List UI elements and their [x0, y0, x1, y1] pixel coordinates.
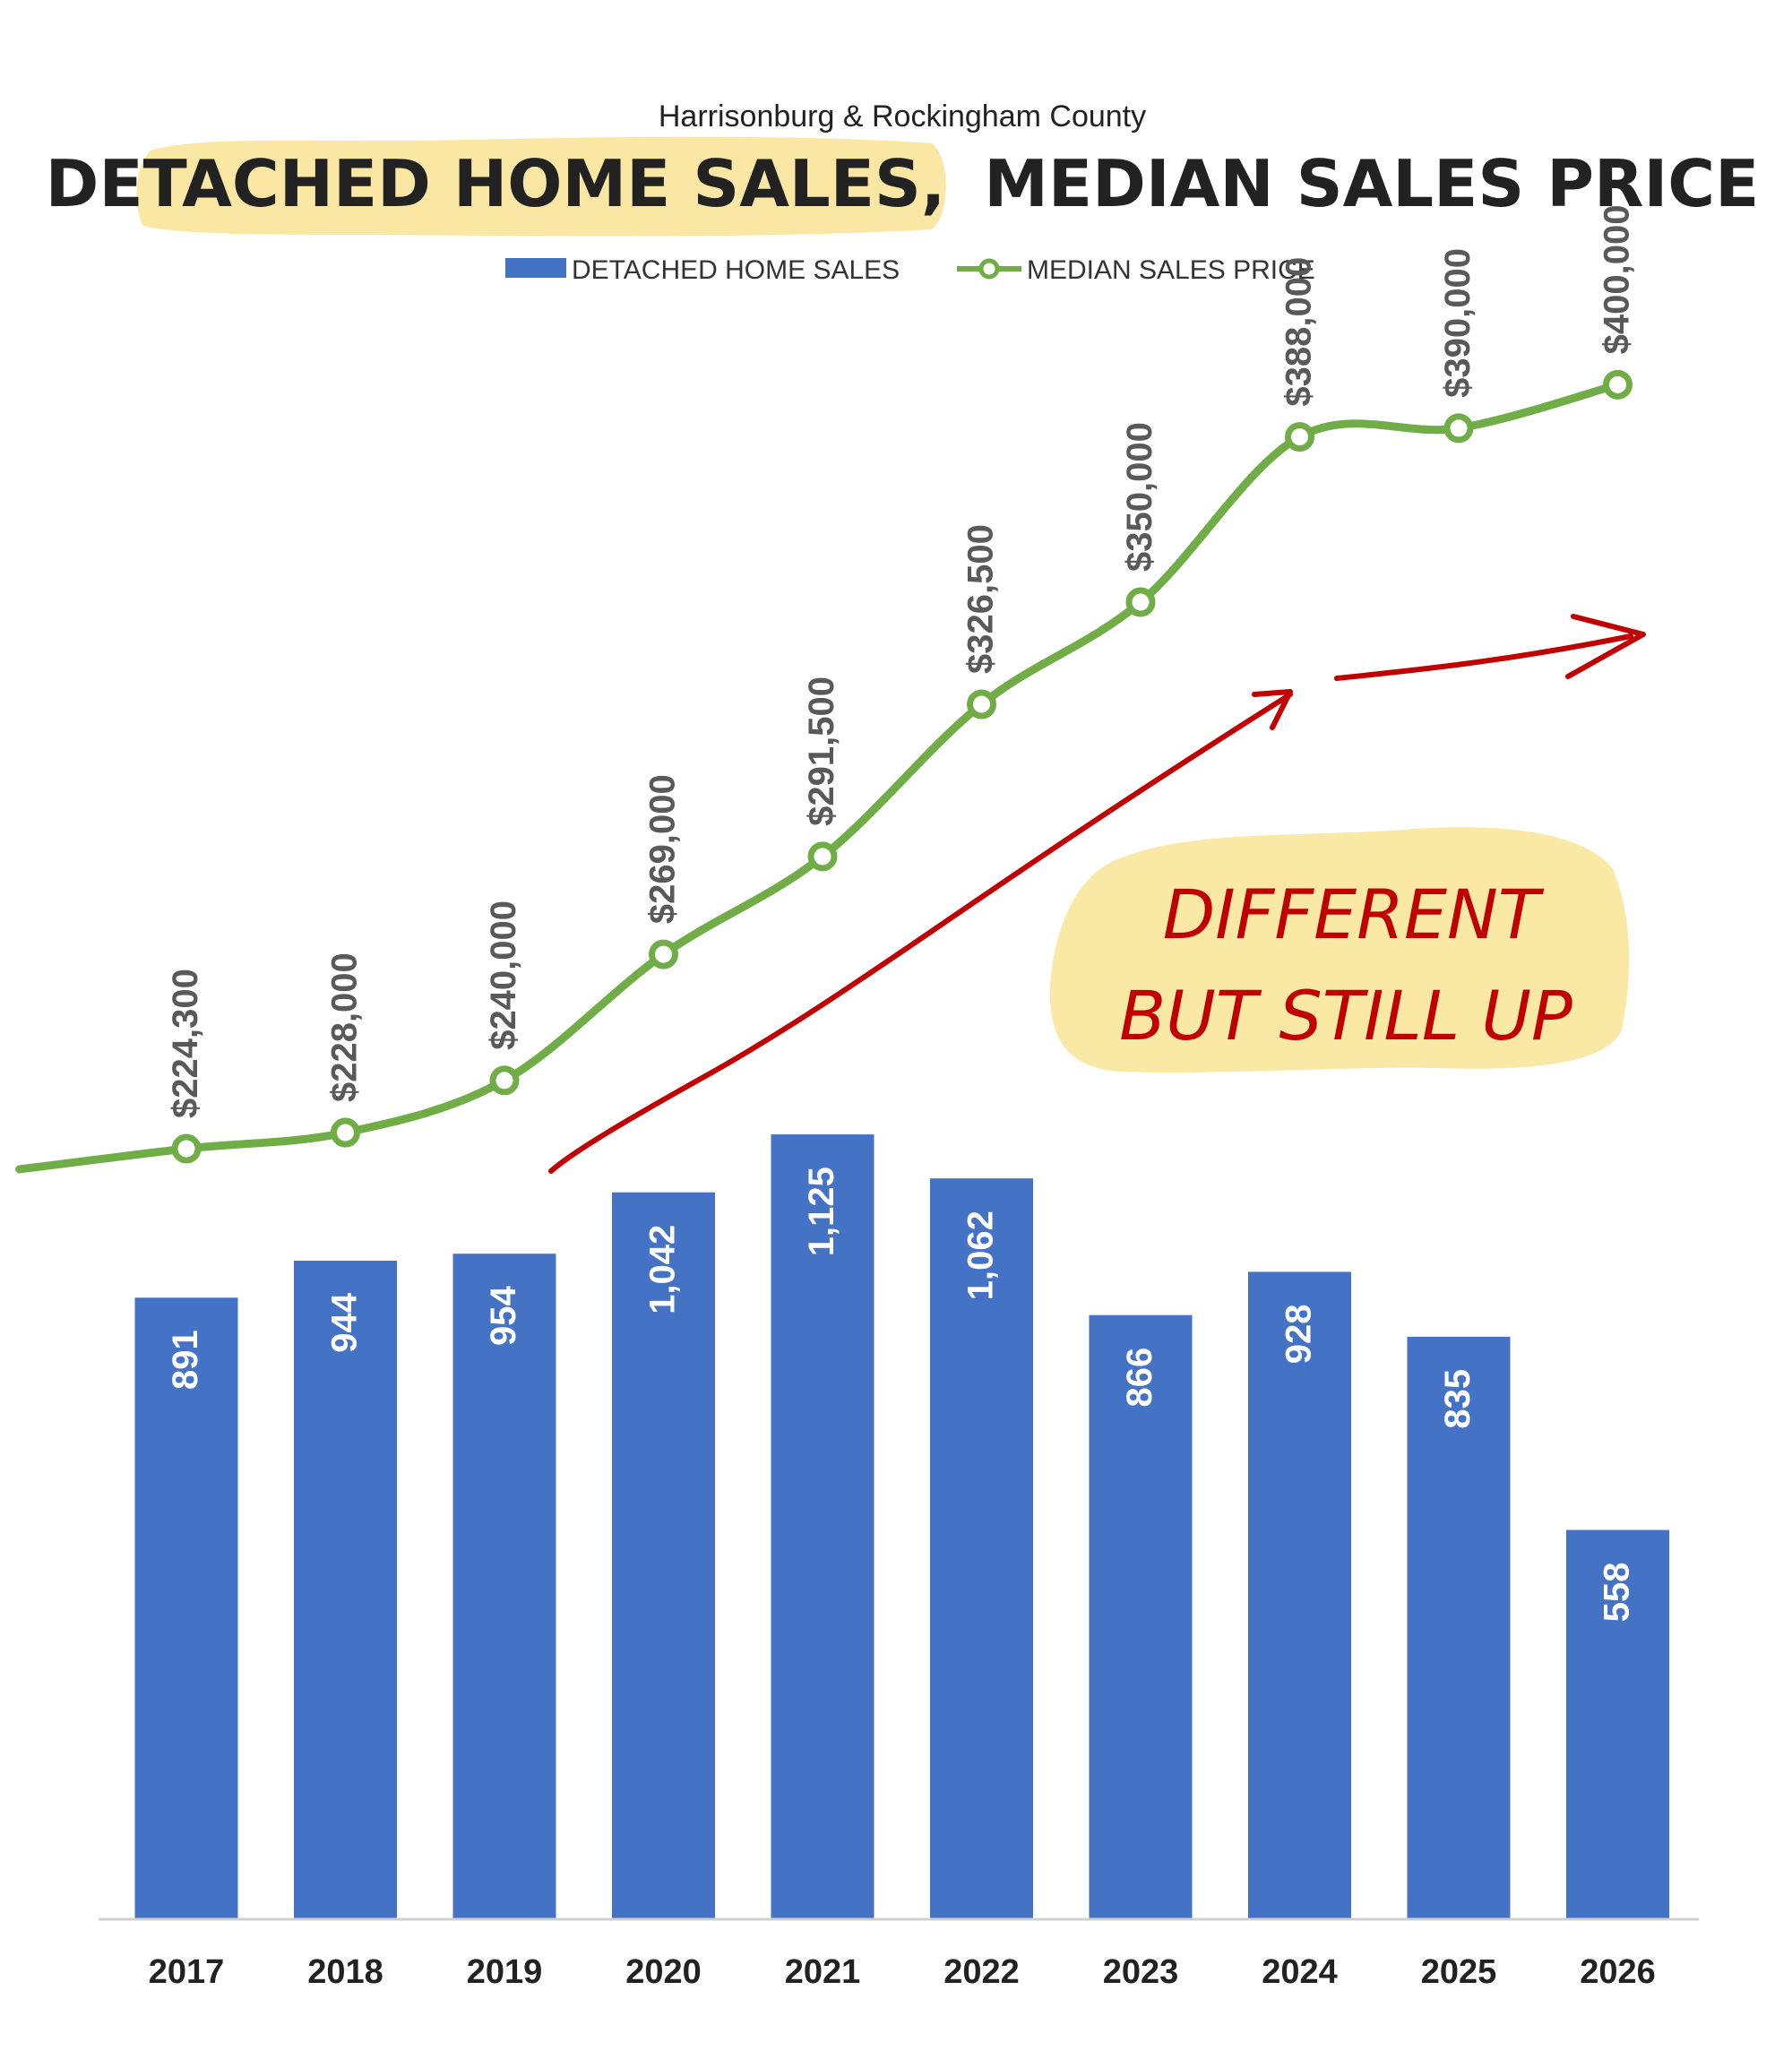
bar-2022	[930, 1178, 1033, 1919]
bar-2021	[771, 1134, 874, 1919]
price-marker-2021	[807, 841, 838, 872]
legend-label-line: MEDIAN SALES PRICE	[1027, 255, 1315, 285]
bar-label-2020: 1,042	[643, 1225, 683, 1314]
trend-arrow-shaft	[548, 692, 1293, 1174]
bar-label-2023: 866	[1120, 1348, 1159, 1408]
trend-arrow-head-2	[1565, 614, 1646, 679]
x-tick-labels: 2017 2018 2019 2020 2021 2022 2023 2024 2025 2026	[149, 1953, 1656, 1991]
price-label-2026: $400,000	[1598, 204, 1637, 354]
price-label-2024: $388,000	[1279, 257, 1319, 407]
annotation-line-2: BUT STILL UP	[1119, 976, 1572, 1056]
x-tick-2020: 2020	[625, 1953, 702, 1991]
price-marker-2022	[967, 689, 996, 719]
bar-label-2018: 944	[325, 1292, 365, 1352]
price-label-2023: $350,000	[1120, 422, 1159, 572]
bar-label-2017: 891	[166, 1330, 205, 1390]
price-marker-2023	[1125, 587, 1156, 617]
price-marker-2018	[331, 1117, 360, 1148]
price-marker-2024	[1285, 422, 1314, 452]
bar-2020	[612, 1192, 715, 1919]
price-label-2021: $291,500	[802, 676, 841, 826]
trend-arrow-head-1	[1252, 689, 1293, 730]
annotation-line-1: DIFFERENT	[1163, 875, 1545, 954]
price-label-2017: $224,300	[166, 969, 205, 1118]
x-tick-2022: 2022	[943, 1953, 1020, 1991]
chart-title: DETACHED HOME SALES, MEDIAN SALES PRICE	[46, 146, 1760, 221]
bar-2017	[134, 1297, 238, 1919]
price-marker-2026	[1603, 369, 1633, 400]
x-tick-2018: 2018	[307, 1953, 383, 1991]
x-tick-2021: 2021	[785, 1953, 861, 1991]
x-tick-2017: 2017	[149, 1953, 225, 1991]
price-marker-2017	[171, 1133, 202, 1164]
annotation-highlight	[1049, 827, 1630, 1073]
x-tick-2019: 2019	[467, 1953, 543, 1991]
price-marker-2020	[649, 939, 678, 969]
price-label-2022: $326,500	[961, 524, 1001, 674]
price-label-2019: $240,000	[484, 900, 523, 1050]
x-tick-2026: 2026	[1580, 1953, 1656, 1991]
bar-label-2022: 1,062	[961, 1211, 1001, 1300]
bar-label-2025: 835	[1438, 1369, 1478, 1429]
bar-label-2026: 558	[1598, 1563, 1637, 1623]
trend-arrow	[548, 614, 1646, 1174]
x-tick-2023: 2023	[1103, 1953, 1179, 1991]
bar-label-2021: 1,125	[802, 1167, 841, 1256]
bar-label-2024: 928	[1279, 1304, 1319, 1364]
legend-swatch-bars	[505, 258, 566, 278]
title-highlight	[136, 136, 946, 237]
price-markers-group	[171, 369, 1633, 1164]
price-labels-group: $224,300 $228,000 $240,000 $269,000 $291,500…	[166, 204, 1637, 1118]
bar-2026	[1566, 1529, 1669, 1919]
bar-2023	[1089, 1314, 1193, 1919]
x-tick-2024: 2024	[1262, 1953, 1338, 1991]
bars-group	[134, 1134, 1669, 1919]
legend-label-bars: DETACHED HOME SALES	[572, 255, 900, 285]
price-marker-2025	[1443, 413, 1474, 444]
price-label-2025: $390,000	[1438, 248, 1478, 398]
legend: DETACHED HOME SALES MEDIAN SALES PRICE	[505, 255, 1315, 285]
bar-2024	[1248, 1271, 1351, 1919]
bar-labels-group: 891 944 954 1,042 1,125 1,062 866 928 835 558	[166, 1167, 1637, 1622]
bar-2018	[294, 1261, 397, 1919]
price-marker-2019	[489, 1065, 520, 1096]
bar-label-2019: 954	[484, 1285, 523, 1345]
price-label-2020: $269,000	[643, 774, 683, 924]
legend-swatch-marker	[978, 258, 1000, 280]
x-tick-2025: 2025	[1421, 1953, 1497, 1991]
chart-title-part2: MEDIAN SALES PRICE	[984, 146, 1759, 221]
trend-arrow-shaft-2	[1334, 633, 1633, 681]
chart-subtitle: Harrisonburg & Rockingham County	[659, 99, 1146, 134]
chart-title-part1: DETACHED HOME SALES,	[46, 146, 946, 221]
price-label-2018: $228,000	[325, 952, 365, 1102]
bar-2019	[452, 1254, 556, 1919]
bar-2025	[1407, 1336, 1511, 1919]
